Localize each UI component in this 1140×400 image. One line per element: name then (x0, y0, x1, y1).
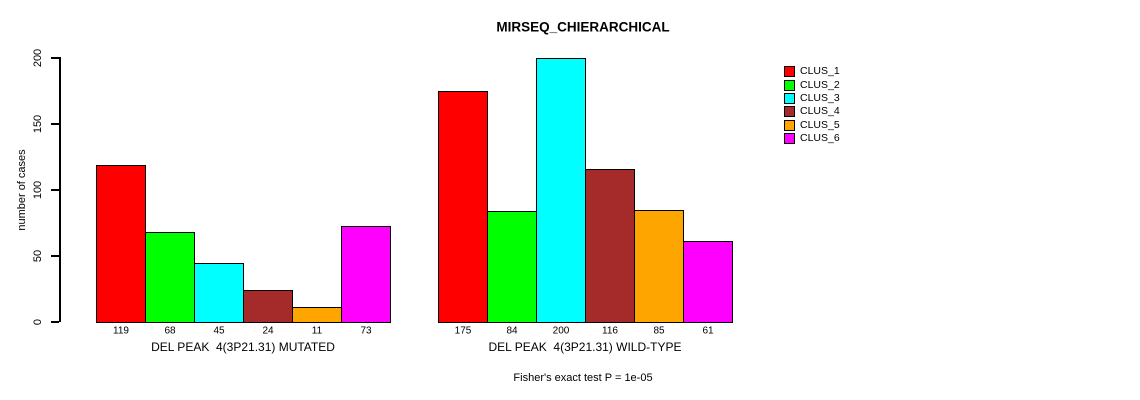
y-axis-tick (51, 57, 59, 59)
y-tick-label: 0 (32, 318, 44, 326)
legend-swatch (784, 79, 795, 91)
y-tick-label: 50 (32, 249, 44, 263)
legend-item-clus_4: CLUS_4 (784, 105, 840, 118)
y-axis-line (59, 57, 61, 322)
bar-value-label: 45 (213, 325, 225, 337)
bar-clus_4-group2 (585, 169, 635, 323)
legend-swatch (784, 92, 795, 104)
bar-clus_2-group1 (145, 232, 195, 323)
y-axis-tick (51, 255, 59, 257)
y-axis-tick (51, 189, 59, 191)
legend-item-clus_6: CLUS_6 (784, 132, 840, 145)
y-axis-tick (51, 321, 59, 323)
bar-value-label: 61 (702, 325, 714, 337)
legend-item-clus_1: CLUS_1 (784, 65, 840, 78)
legend-label: CLUS_5 (800, 118, 840, 131)
legend-item-clus_3: CLUS_3 (784, 92, 840, 105)
bar-value-label: 116 (602, 325, 618, 337)
legend-swatch (784, 66, 795, 78)
bar-clus_5-group2 (634, 210, 684, 323)
legend-item-clus_2: CLUS_2 (784, 78, 840, 91)
bar-value-label: 85 (653, 325, 665, 337)
chart-title: MIRSEQ_CHIERARCHICAL (496, 19, 670, 35)
bar-value-label: 73 (360, 325, 372, 337)
bar-value-label: 24 (262, 325, 274, 337)
bar-value-label: 200 (552, 325, 570, 337)
legend: CLUS_1 CLUS_2 CLUS_3 CLUS_4 CLUS_5 CLUS_6 (784, 65, 840, 145)
footnote: Fisher's exact test P = 1e-05 (513, 372, 653, 384)
y-tick-label: 100 (32, 180, 44, 200)
legend-label: CLUS_2 (800, 78, 840, 91)
legend-swatch (784, 133, 795, 145)
bar-value-label: 84 (506, 325, 518, 337)
legend-swatch (784, 119, 795, 131)
bar-clus_3-group1 (194, 263, 244, 323)
bar-clus_2-group2 (487, 211, 537, 323)
y-tick-label: 200 (32, 48, 44, 68)
y-tick-label: 150 (32, 114, 44, 134)
legend-item-clus_5: CLUS_5 (784, 119, 840, 132)
bar-value-label: 11 (311, 325, 323, 337)
legend-label: CLUS_3 (800, 91, 840, 104)
bar-clus_1-group2 (438, 91, 488, 323)
bar-value-label: 119 (113, 325, 129, 337)
legend-label: CLUS_6 (800, 132, 840, 145)
bar-clus_4-group1 (243, 290, 293, 323)
bar-clus_5-group1 (292, 307, 342, 323)
x-group-label: DEL PEAK 4(3P21.31) WILD-TYPE (488, 340, 682, 354)
bar-clus_3-group2 (536, 58, 586, 323)
bar-clus_6-group1 (341, 226, 391, 323)
legend-label: CLUS_4 (800, 105, 840, 118)
y-axis-label: number of cases (16, 149, 28, 231)
bar-clus_6-group2 (683, 241, 733, 323)
legend-label: CLUS_1 (800, 65, 840, 78)
bar-value-label: 175 (454, 325, 472, 337)
bar-value-label: 68 (164, 325, 176, 337)
legend-swatch (784, 106, 795, 118)
bar-clus_1-group1 (96, 165, 146, 323)
y-axis-tick (51, 123, 59, 125)
x-group-label: DEL PEAK 4(3P21.31) MUTATED (151, 340, 335, 354)
